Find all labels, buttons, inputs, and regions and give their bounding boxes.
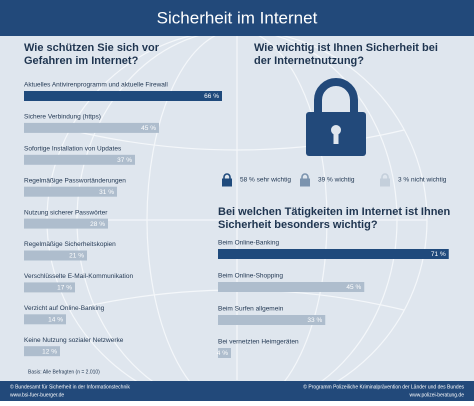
lock-body (222, 178, 232, 187)
footer-bar (0, 381, 474, 401)
importance-label: 3 % nicht wichtig (398, 177, 447, 184)
category-label: Aktuelles Antivirenprogramm und aktuelle… (24, 82, 168, 89)
importance-icon (222, 173, 232, 187)
chart-title-box: Wie schützen Sie sich vor Gefahren im In… (24, 42, 159, 67)
footer-right-url: www.polizei-beratung.de (410, 392, 465, 398)
bar (218, 315, 326, 325)
category-label: Beim Online-Shopping (218, 273, 283, 280)
category-label: Sichere Verbindung (https) (24, 114, 101, 121)
category-label: Nutzung sicherer Passwörter (24, 209, 108, 216)
bar (24, 218, 108, 229)
bar (24, 346, 60, 357)
chart-title: Bei welchen Tätigkeiten im Internet ist … (218, 206, 451, 231)
bar (24, 186, 117, 197)
lock-icon (306, 78, 366, 156)
lock-shackle (223, 173, 231, 179)
bar (24, 91, 222, 101)
value-label: 66 % (204, 93, 219, 100)
bar (218, 282, 365, 292)
chart-title: Wie schützen Sie sich vor Gefahren im In… (24, 42, 159, 67)
bar (218, 249, 449, 259)
note: Basis: Alle Befragten (n = 2.010) (28, 369, 100, 375)
bar (24, 250, 87, 261)
value-label: 21 % (69, 253, 84, 260)
value-label: 45 % (346, 284, 361, 291)
header-bar (0, 0, 474, 36)
lock-shackle (381, 173, 389, 179)
importance-label: 39 % wichtig (318, 177, 355, 184)
category-label: Sofortige Installation von Updates (24, 146, 122, 153)
category-label: Verzicht auf Online-Banking (24, 305, 105, 312)
bar (24, 314, 66, 325)
page-title: Sicherheit im Internet (157, 8, 318, 27)
category-label: Regelmäßige Passwortänderungen (24, 177, 126, 184)
bar (24, 282, 75, 293)
bar (24, 154, 135, 165)
lock-body (300, 178, 310, 187)
footer-left: © Bundesamt für Sicherheit in der Inform… (10, 383, 130, 390)
value-label: 31 % (99, 189, 114, 196)
value-label: 28 % (90, 221, 105, 228)
value-label: 17 % (57, 285, 72, 292)
importance-icon (300, 173, 310, 187)
category-label: Beim Online-Banking (218, 240, 279, 247)
footer-left-url: www.bsi-fuer-buerger.de (10, 392, 64, 398)
category-label: Beim Surfen allgemein (218, 306, 284, 313)
bar (24, 122, 159, 133)
chart-title-box: Bei welchen Tätigkeiten im Internet ist … (218, 206, 451, 231)
category-label: Bei vernetzten Heimgeräten (218, 339, 299, 346)
value-label: 12 % (42, 348, 57, 355)
value-label: 33 % (307, 317, 322, 324)
chart-title-box: Wie wichtig ist Ihnen Sicherheit bei der… (254, 42, 438, 67)
importance-label: 58 % sehr wichtig (240, 177, 291, 184)
lock-body (380, 178, 390, 187)
value-label: 4 % (217, 350, 228, 357)
value-label: 14 % (48, 317, 63, 324)
bar (218, 348, 231, 358)
chart-title: Wie wichtig ist Ihnen Sicherheit bei der… (254, 42, 438, 67)
value-label: 71 % (431, 251, 446, 258)
lock-shackle (301, 173, 309, 179)
category-label: Verschlüsselte E-Mail-Kommunikation (24, 273, 133, 280)
footer-right: © Programm Polizeiliche Kriminalpräventi… (303, 383, 464, 390)
value-label: 37 % (117, 157, 132, 164)
category-label: Regelmäßige Sicherheitskopien (24, 241, 116, 248)
category-label: Keine Nutzung sozialer Netzwerke (24, 337, 124, 344)
value-label: 45 % (141, 125, 156, 132)
importance-icon (380, 173, 390, 187)
